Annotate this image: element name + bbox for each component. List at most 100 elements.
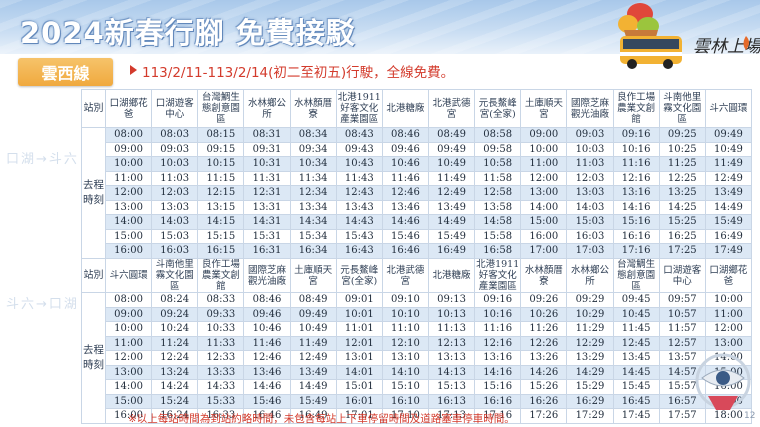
departure-time: 14:29 — [566, 364, 614, 380]
departure-time: 11:58 — [474, 170, 522, 186]
stop-header: 良作工場農業文創館 — [197, 258, 245, 293]
departure-time: 08:24 — [151, 292, 199, 308]
page-number: 12 — [744, 411, 756, 421]
departure-time: 10:58 — [474, 156, 522, 172]
departure-time: 14:00 — [104, 379, 153, 395]
departure-time: 12:57 — [658, 335, 706, 351]
departure-time: 13:25 — [658, 185, 706, 201]
departure-time: 16:13 — [427, 393, 476, 409]
departure-time: 11:49 — [704, 156, 753, 172]
departure-time: 12:49 — [427, 185, 476, 201]
departure-time: 12:34 — [289, 185, 337, 201]
departure-time: 09:34 — [289, 141, 337, 157]
departure-time: 10:46 — [243, 321, 291, 337]
departure-time: 09:33 — [197, 306, 245, 322]
departure-time: 12:16 — [474, 335, 522, 351]
stop-header: 台灣鯛生態創意園區 — [197, 89, 245, 128]
departure-time: 16:25 — [658, 228, 706, 244]
departure-time: 12:10 — [381, 335, 429, 351]
departure-time: 14:13 — [427, 364, 476, 380]
departure-time: 12:00 — [104, 185, 153, 201]
departure-time: 13:00 — [520, 185, 568, 201]
departure-time: 16:00 — [104, 243, 153, 259]
departure-time: 13:03 — [151, 199, 199, 215]
departure-time: 15:45 — [612, 379, 660, 395]
departure-time: 14:03 — [151, 214, 199, 230]
departure-time: 16:46 — [243, 408, 291, 424]
departure-time: 14:34 — [289, 214, 337, 230]
departure-time: 15:16 — [612, 214, 660, 230]
departure-time: 09:00 — [104, 141, 153, 157]
station-corner-label: 站別 — [81, 89, 106, 128]
departure-time: 09:57 — [658, 292, 706, 308]
departure-time: 14:46 — [381, 214, 429, 230]
departure-time: 15:46 — [243, 393, 291, 409]
departure-time: 17:29 — [566, 408, 614, 424]
departure-time: 08:15 — [197, 127, 245, 143]
departure-time: 09:16 — [474, 292, 522, 308]
departure-time: 12:58 — [474, 185, 522, 201]
departure-time: 14:49 — [704, 199, 753, 215]
departure-time: 13:57 — [658, 350, 706, 366]
timetable-row: 11:00 11:24 11:33 11:46 11:49 12:01 12:10 12:13… — [82, 335, 753, 351]
departure-time: 11:10 — [381, 321, 429, 337]
stop-header: 國際芝麻觀光油廠 — [566, 89, 614, 128]
departure-time: 09:00 — [104, 306, 153, 322]
timetable-row: 15:00 15:24 15:33 15:46 15:49 16:01 16:10 16:13… — [82, 393, 753, 409]
departure-time: 10:10 — [381, 306, 429, 322]
stop-header: 北港糖廠 — [381, 89, 429, 128]
departure-time: 13:29 — [566, 350, 614, 366]
departure-time: 14:16 — [474, 364, 522, 380]
return-timetable: 站別 斗六圓環 斗南他里霧文化園區 良作工場農業文創館 國際芝麻觀光油廠 土庫順天宮 元長鰲… — [81, 258, 753, 424]
departure-time: 10:25 — [658, 141, 706, 157]
timetable-row: 13:00 13:03 13:15 13:31 13:34 13:43 13:46 13:49… — [82, 199, 753, 215]
departure-time: 14:15 — [197, 214, 245, 230]
departure-time: 17:49 — [704, 243, 753, 259]
departure-time: 11:57 — [658, 321, 706, 337]
stop-header: 元長鰲峰宮(全家) — [474, 89, 522, 128]
departure-time: 10:43 — [335, 156, 383, 172]
stop-header: 斗六圓環 — [104, 258, 153, 293]
departure-time: 15:13 — [427, 379, 476, 395]
departure-time: 08:58 — [474, 127, 522, 143]
departure-time: 16:01 — [335, 393, 383, 409]
departure-time: 09:16 — [612, 127, 660, 143]
stop-header: 口湖鄉花爸 — [104, 89, 153, 128]
departure-time: 12:16 — [612, 170, 660, 186]
departure-time: 09:58 — [474, 141, 522, 157]
departure-time: 17:16 — [474, 408, 522, 424]
departure-time: 12:49 — [704, 170, 753, 186]
departure-time: 08:34 — [289, 127, 337, 143]
departure-time: 16:49 — [289, 408, 337, 424]
departure-time: 10:49 — [289, 321, 337, 337]
departure-time: 13:10 — [381, 350, 429, 366]
page-title: 2024新春行腳 免費接駁 — [20, 16, 356, 50]
departure-time: 15:10 — [381, 379, 429, 395]
departure-time: 15:31 — [243, 228, 291, 244]
departure-time: 09:13 — [427, 292, 476, 308]
station-corner-label: 站別 — [81, 258, 106, 293]
stop-header: 口湖遊客中心 — [151, 89, 199, 128]
departure-time: 12:13 — [427, 335, 476, 351]
stop-header: 斗六圓環 — [704, 89, 753, 128]
departure-time: 16:16 — [612, 228, 660, 244]
departure-time: 10:00 — [104, 321, 153, 337]
departure-time: 12:00 — [520, 170, 568, 186]
timetable-row: 16:00 16:24 16:33 16:46 16:49 17:01 17:10 17:13… — [82, 408, 753, 424]
line-name-tab: 雲西線 — [18, 58, 113, 86]
departure-time: 12:03 — [151, 185, 199, 201]
departure-time: 16:03 — [151, 243, 199, 259]
departure-time: 16:29 — [566, 393, 614, 409]
stop-header: 北港武德宮 — [427, 89, 476, 128]
departure-time: 14:43 — [335, 214, 383, 230]
departure-time: 10:34 — [289, 156, 337, 172]
departure-time: 15:58 — [474, 228, 522, 244]
departure-time: 09:49 — [704, 127, 753, 143]
departure-time: 14:24 — [151, 379, 199, 395]
departure-time: 14:00 — [104, 214, 153, 230]
departure-time: 13:31 — [243, 199, 291, 215]
departure-time: 14:01 — [335, 364, 383, 380]
departure-time: 10:01 — [335, 306, 383, 322]
departure-time: 16:58 — [474, 243, 522, 259]
departure-time: 11:31 — [243, 170, 291, 186]
